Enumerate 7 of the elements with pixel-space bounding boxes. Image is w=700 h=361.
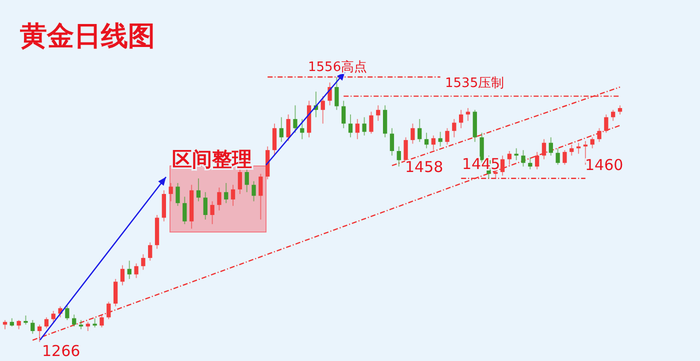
text: 1556高点: [308, 59, 368, 75]
annotation: 1458: [405, 158, 444, 176]
chart-title: 黄金日线图: [19, 21, 155, 52]
annotation: 1266: [42, 342, 80, 360]
annotation: 1460: [585, 156, 624, 174]
annotation: 区间整理: [172, 147, 252, 171]
annotation: 1535压制: [445, 76, 504, 91]
